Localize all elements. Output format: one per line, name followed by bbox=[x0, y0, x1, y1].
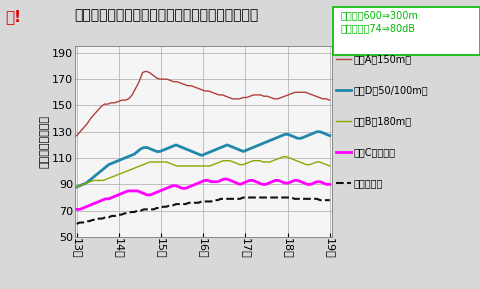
Text: 品川区平均: 品川区平均 bbox=[353, 178, 382, 188]
Text: 品川B（180m）: 品川B（180m） bbox=[353, 116, 411, 126]
Text: 飛行高度600⇒300m
ルート直下74⇒80dB: 飛行高度600⇒300m ルート直下74⇒80dB bbox=[340, 10, 418, 33]
Text: マ!: マ! bbox=[5, 9, 21, 24]
Text: 品川C（直下）: 品川C（直下） bbox=[353, 147, 395, 157]
Text: 品川A（150m）: 品川A（150m） bbox=[353, 54, 411, 64]
Text: 品川D（50/100m）: 品川D（50/100m） bbox=[353, 85, 427, 95]
Y-axis label: 単価（万円／㎡）: 単価（万円／㎡） bbox=[39, 115, 49, 168]
Text: 羽田新ルート近くのタワマン相場の推移（品川）: 羽田新ルート近くのタワマン相場の推移（品川） bbox=[74, 9, 258, 23]
